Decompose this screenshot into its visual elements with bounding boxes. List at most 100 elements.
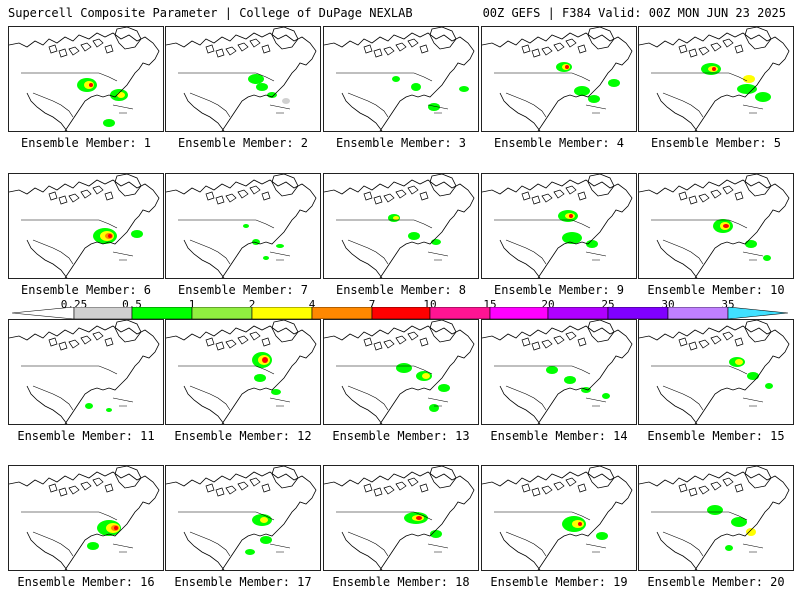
greenland-outline (114, 27, 142, 50)
scp-shading (586, 240, 598, 248)
arctic-island-outline (722, 331, 734, 341)
scp-shading (438, 384, 450, 392)
scp-shading (256, 83, 268, 91)
member-map-panel (481, 173, 637, 279)
member-map-panel (481, 26, 637, 132)
arctic-island-outline (261, 44, 271, 54)
arctic-island-outline (734, 191, 744, 201)
arctic-island-outline (373, 487, 383, 497)
member-map-panel (8, 26, 164, 132)
mexico-coastline (32, 385, 74, 411)
arctic-island-outline (395, 335, 407, 345)
caribbean-islands (585, 251, 607, 261)
us-canada-border (178, 365, 275, 375)
us-canada-border (651, 219, 748, 229)
arctic-island-outline (710, 189, 722, 199)
arctic-island-outline (710, 481, 722, 491)
ensemble-member-label: Ensemble Member: 4 (493, 136, 625, 150)
north-america-map (9, 27, 160, 131)
mexico-coastline (662, 385, 704, 411)
arctic-island-outline (407, 38, 419, 48)
arctic-island-outline (373, 195, 383, 205)
arctic-island-outline (363, 191, 373, 201)
caribbean-islands (112, 104, 134, 114)
valid-time-title: 00Z GEFS | F384 Valid: 00Z MON JUN 23 20… (482, 6, 786, 20)
ensemble-member-label: Ensemble Member: 3 (335, 136, 467, 150)
coastline (341, 239, 383, 278)
member-map-panel (8, 319, 164, 425)
arctic-island-outline (58, 487, 68, 497)
scp-shading (263, 256, 269, 260)
ensemble-member-label: Ensemble Member: 2 (177, 136, 309, 150)
north-america-map (166, 174, 317, 278)
north-america-map (166, 466, 317, 570)
arctic-island-outline (419, 44, 429, 54)
arctic-island-outline (407, 331, 419, 341)
us-canada-border (21, 365, 118, 375)
arctic-island-outline (58, 48, 68, 58)
coastline (26, 531, 68, 570)
arctic-island-outline (92, 185, 104, 195)
scp-shading (588, 95, 600, 103)
arctic-island-outline (531, 48, 541, 58)
us-canada-border (651, 511, 748, 521)
arctic-island-outline (58, 341, 68, 351)
scp-shading (602, 393, 610, 399)
mexico-coastline (347, 531, 389, 557)
scp-shading (276, 244, 284, 248)
arctic-island-outline (363, 483, 373, 493)
scp-shading (745, 240, 757, 248)
ensemble-member-label: Ensemble Member: 11 (17, 429, 155, 443)
arctic-island-outline (205, 483, 215, 493)
us-canada-border (494, 365, 591, 375)
scp-shading (282, 98, 290, 104)
member-map-panel (8, 173, 164, 279)
arctic-island-outline (521, 44, 531, 54)
colorbar-swatch (131, 307, 193, 319)
arctic-island-outline (104, 483, 114, 493)
colorbar-swatch (371, 307, 431, 319)
scp-shading (731, 517, 747, 527)
scp-shading (87, 542, 99, 550)
us-canada-border (651, 72, 748, 82)
arctic-island-outline (541, 46, 553, 56)
arctic-island-outline (68, 193, 80, 203)
arctic-island-outline (68, 46, 80, 56)
coastline (183, 385, 225, 424)
colorbar-tick-label: 4 (308, 298, 316, 311)
arctic-island-outline (104, 337, 114, 347)
coastline (499, 239, 541, 278)
us-canada-border (336, 511, 433, 521)
arctic-island-outline (249, 477, 261, 487)
ensemble-member-label: Ensemble Member: 16 (17, 575, 155, 589)
greenland-outline (271, 466, 299, 489)
coastline (183, 92, 225, 131)
scp-shading (565, 65, 569, 69)
arctic-island-outline (225, 339, 237, 349)
arctic-island-outline (215, 341, 225, 351)
arctic-island-outline (249, 331, 261, 341)
arctic-island-outline (678, 44, 688, 54)
scp-shading (574, 86, 590, 96)
ensemble-member-label: Ensemble Member: 18 (332, 575, 470, 589)
scp-shading (737, 84, 757, 94)
mexico-coastline (189, 92, 231, 118)
coastline (166, 471, 317, 570)
arctic-island-outline (48, 191, 58, 201)
north-america-map (166, 320, 317, 424)
scp-shading (608, 79, 620, 87)
coastline (656, 385, 698, 424)
arctic-island-outline (407, 477, 419, 487)
arctic-island-outline (92, 477, 104, 487)
member-map-panel (638, 173, 794, 279)
arctic-island-outline (68, 485, 80, 495)
member-map-panel (481, 319, 637, 425)
arctic-island-outline (383, 46, 395, 56)
arctic-island-outline (734, 483, 744, 493)
arctic-island-outline (237, 42, 249, 52)
arctic-island-outline (104, 44, 114, 54)
coastline (656, 239, 698, 278)
coastline (9, 179, 160, 278)
coastline (26, 92, 68, 131)
coastline (499, 92, 541, 131)
